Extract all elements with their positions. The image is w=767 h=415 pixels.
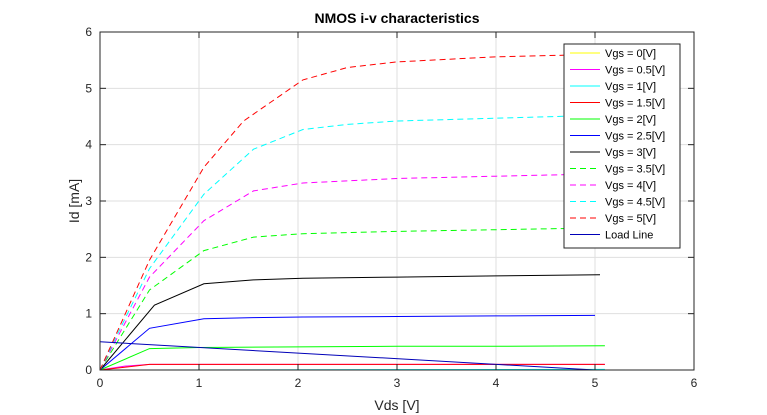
x-axis-label: Vds [V] [374,397,419,413]
y-tick-label: 3 [85,194,92,208]
series-line-5 [99,314,596,371]
legend-label-3: Vgs = 1.5[V] [605,98,665,110]
legend-box [563,43,681,249]
x-tick-label: 0 [97,376,104,390]
legend-label-6: Vgs = 3[V] [605,147,656,159]
y-tick-label: 0 [85,363,92,377]
y-axis-label: Id [mA] [66,179,82,223]
legend-label-4: Vgs = 2[V] [605,114,656,126]
legend-label-1: Vgs = 0.5[V] [605,65,665,77]
legend-label-0: Vgs = 0[V] [605,48,656,60]
legend-label-11: Load Line [605,230,653,242]
series-line-7 [99,227,596,371]
legend-label-9: Vgs = 4.5[V] [605,197,665,209]
legend-label-7: Vgs = 3.5[V] [605,164,665,176]
x-tick-label: 3 [394,376,401,390]
legend-label-10: Vgs = 5[V] [605,213,656,225]
legend-label-2: Vgs = 1[V] [605,81,656,93]
series-line-9 [99,114,596,371]
y-tick-label: 4 [85,138,92,152]
legend: Vgs = 0[V] Vgs = 0.5[V] Vgs = 1[V] Vgs = 1.… [563,43,681,249]
y-tick-label: 5 [85,81,92,95]
x-tick-label: 4 [493,376,500,390]
x-axis-ticks: 0 1 2 3 4 5 6 [97,32,698,390]
x-tick-label: 6 [691,376,698,390]
series-line-10 [99,54,596,371]
y-tick-label: 2 [85,250,92,264]
x-tick-label: 5 [592,376,599,390]
legend-label-8: Vgs = 4[V] [605,180,656,192]
chart-title: NMOS i-v characteristics [315,10,480,26]
x-tick-label: 1 [196,376,203,390]
x-tick-label: 2 [295,376,302,390]
series-line-11 [99,341,596,371]
series-line-4 [99,345,605,371]
y-axis-ticks: 0 1 2 3 4 5 6 [85,25,694,377]
series-line-3 [99,363,605,371]
y-tick-label: 1 [85,307,92,321]
legend-label-5: Vgs = 2.5[V] [605,131,665,143]
series-line-6 [99,274,601,371]
y-tick-label: 6 [85,25,92,39]
